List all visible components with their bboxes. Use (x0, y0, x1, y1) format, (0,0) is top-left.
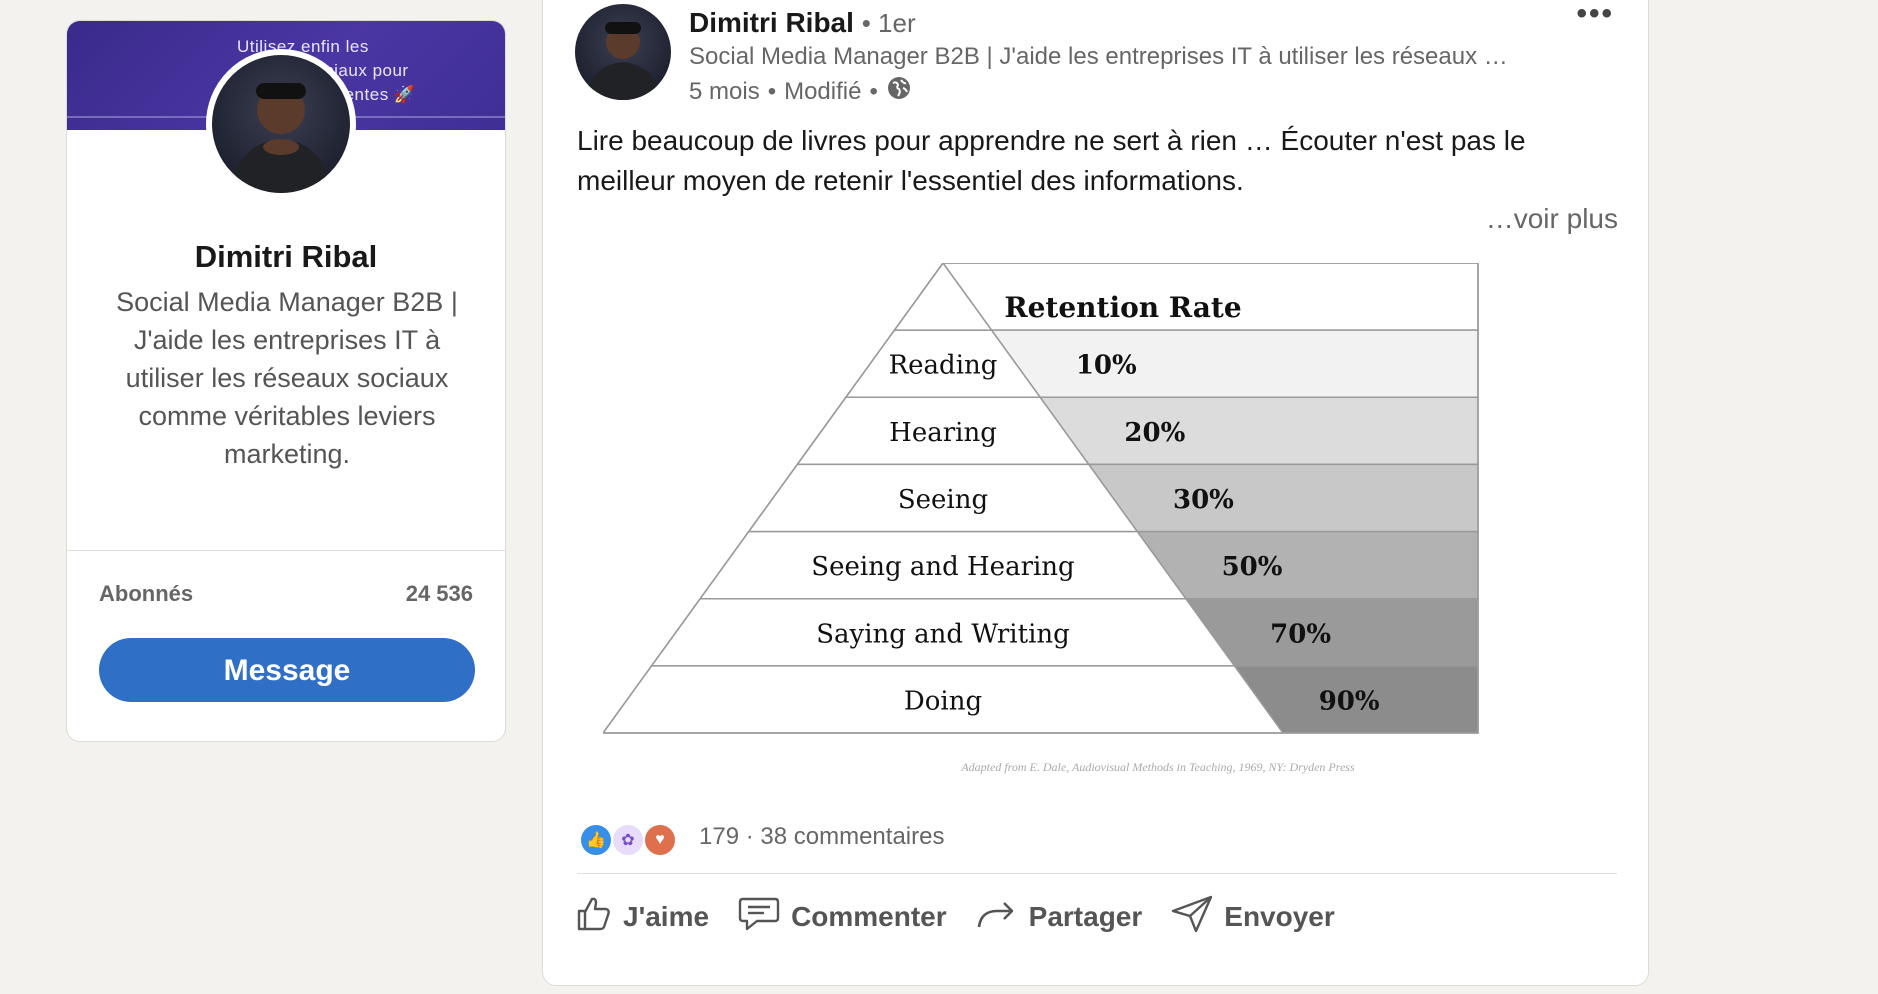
chart-title: Retention Rate (1004, 291, 1241, 324)
support-reaction-icon: ✿ (611, 823, 645, 857)
share-button[interactable]: Partager (975, 893, 1143, 940)
retention-pyramid-chart[interactable]: Retention Rate Reading 10% Hearing 20% Seein… (603, 263, 1593, 803)
pyramid-layer-label: Seeing (898, 485, 988, 515)
author-name[interactable]: Dimitri Ribal (689, 7, 854, 38)
pyramid-layer-label: Saying and Writing (816, 619, 1070, 649)
reactions-count[interactable]: 179 (699, 823, 740, 850)
comment-label: Commenter (791, 900, 947, 932)
retention-value: 70% (1270, 619, 1331, 649)
send-label: Envoyer (1224, 900, 1335, 932)
retention-value: 50% (1222, 552, 1283, 582)
retention-value: 30% (1173, 485, 1234, 515)
send-button[interactable]: Envoyer (1170, 893, 1335, 940)
post-edited: Modifié (784, 77, 862, 105)
chart-caption: Adapted from E. Dale, Audiovisual Method… (960, 760, 1355, 774)
globe-icon (886, 75, 912, 108)
reaction-icons[interactable]: 👍 ✿ ♥ (579, 823, 677, 857)
retention-value: 90% (1319, 686, 1380, 716)
profile-name[interactable]: Dimitri Ribal (194, 239, 378, 274)
pyramid-layer-label: Doing (904, 686, 982, 716)
profile-avatar[interactable] (206, 49, 356, 199)
action-divider (577, 873, 1617, 874)
reaction-summary[interactable]: 179 · 38 commentaires (699, 823, 944, 851)
see-more-link[interactable]: …voir plus (1485, 203, 1618, 234)
meta-dot: • (767, 77, 777, 105)
post-meta: 5 mois • Modifié • (689, 75, 912, 108)
thumbs-up-icon (573, 893, 613, 940)
more-options-button[interactable]: ••• (1576, 0, 1614, 30)
author-line: Dimitri Ribal • 1er (689, 7, 916, 39)
post-time: 5 mois (689, 77, 760, 105)
share-label: Partager (1028, 900, 1143, 932)
retention-value: 20% (1124, 418, 1185, 448)
profile-card: Utilisez enfin les réseaux sociaux pour … (66, 20, 506, 742)
retention-value: 10% (1076, 351, 1137, 381)
retention-band (1087, 463, 1479, 533)
speech-bubble-icon (737, 893, 781, 940)
comments-count[interactable]: 38 commentaires (760, 823, 945, 850)
like-reaction-icon: 👍 (579, 823, 613, 857)
message-button[interactable]: Message (99, 638, 475, 702)
card-divider (67, 550, 505, 551)
retention-band (1038, 396, 1479, 466)
followers-count: 24 536 (405, 581, 473, 606)
connection-degree: • 1er (861, 8, 916, 38)
retention-band (990, 329, 1479, 399)
retention-band (1184, 597, 1479, 667)
post-card: Dimitri Ribal • 1er Social Media Manager… (542, 0, 1649, 986)
comment-button[interactable]: Commenter (737, 893, 947, 940)
meta-dot: • (869, 77, 878, 105)
chart-frame (603, 263, 1479, 734)
like-label: J'aime (623, 900, 710, 932)
like-button[interactable]: J'aime (573, 893, 709, 940)
retention-band (1135, 530, 1479, 600)
pyramid-layer-label: Hearing (889, 418, 997, 448)
post-text: Lire beaucoup de livres pour apprendre n… (577, 125, 1526, 196)
pyramid-layer-label: Reading (889, 351, 998, 381)
profile-headline: Social Media Manager B2B | J'aide les en… (116, 287, 458, 469)
paper-plane-icon (1170, 893, 1214, 940)
author-avatar[interactable] (575, 4, 671, 100)
pyramid-layer-label: Seeing and Hearing (811, 552, 1074, 582)
summary-separator: · (745, 823, 754, 850)
share-arrow-icon (975, 893, 1019, 940)
love-reaction-icon: ♥ (643, 823, 677, 857)
post-actions: J'aime Commenter Partager Envoyer (573, 893, 1335, 940)
author-headline: Social Media Manager B2B | J'aide les en… (689, 43, 1508, 70)
followers-label: Abonnés (99, 581, 194, 606)
